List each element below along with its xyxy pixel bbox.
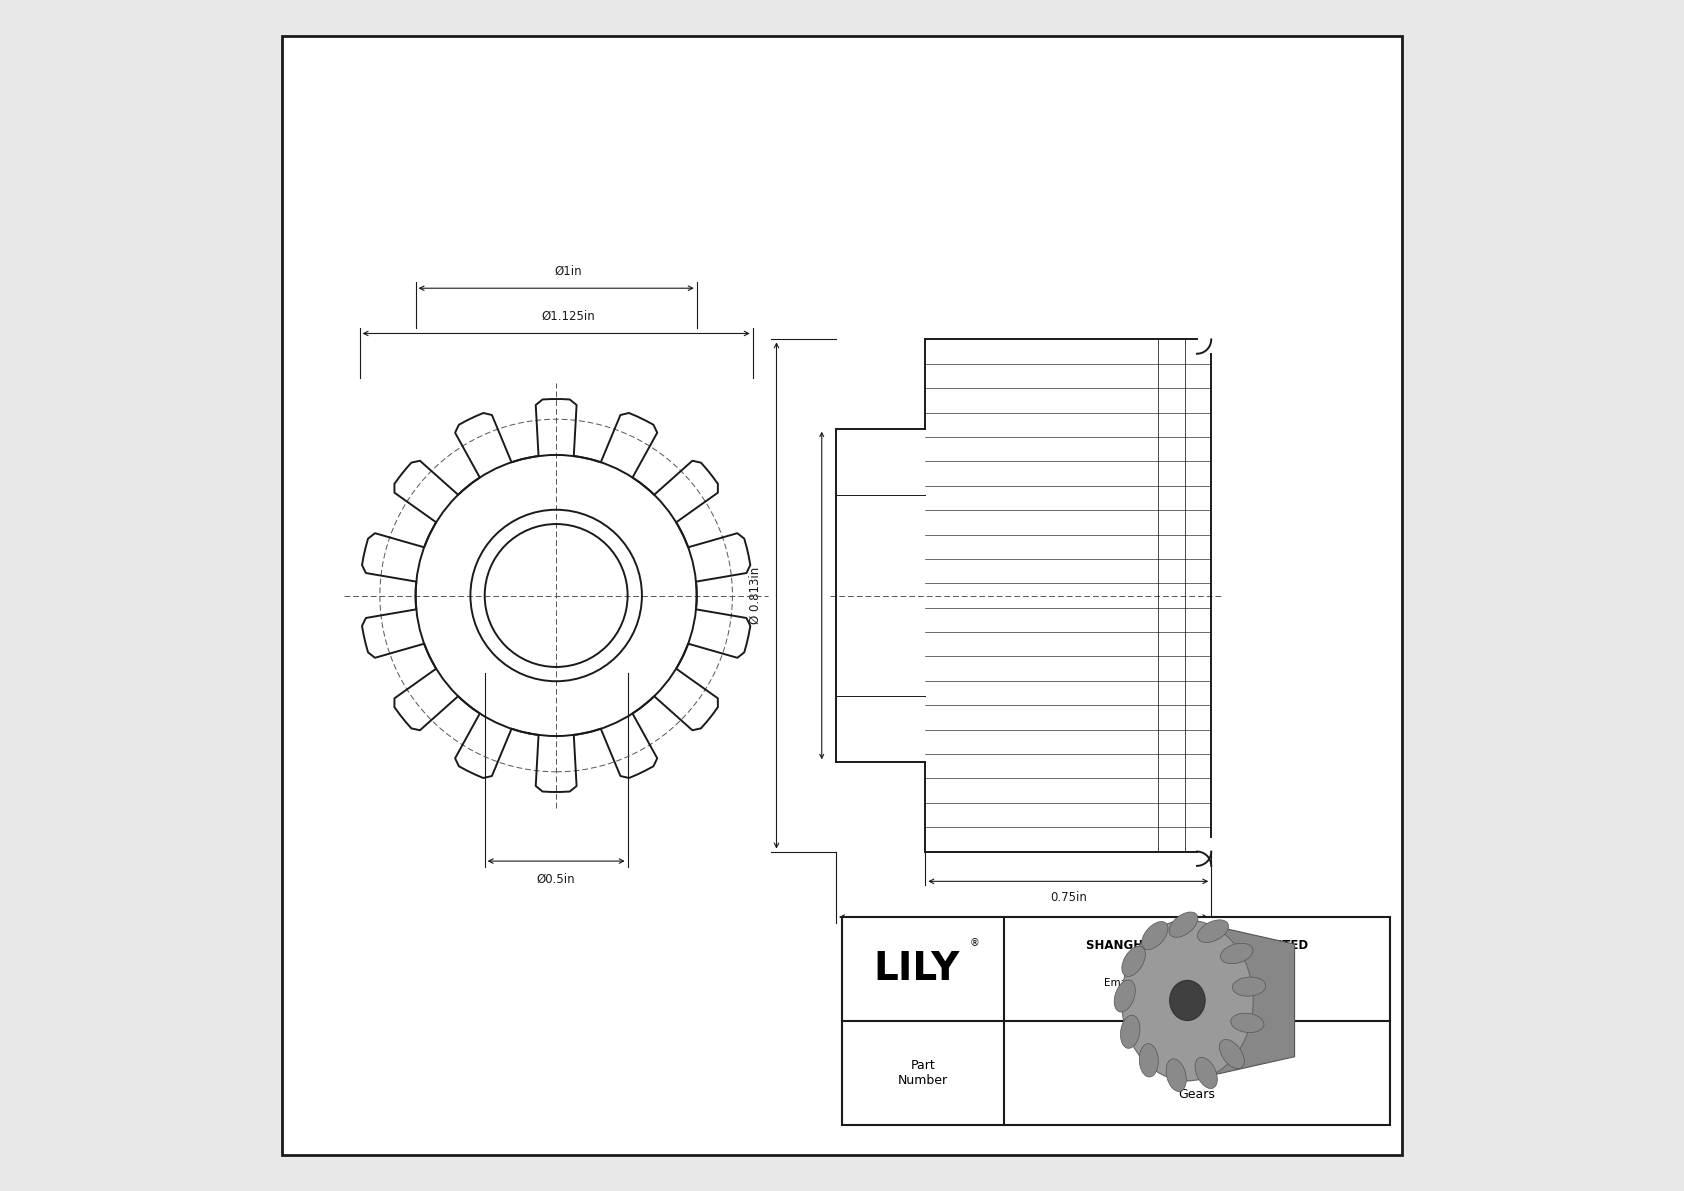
Ellipse shape [1142,922,1169,949]
Text: SHANGHAI LILY BEARING LIMITED: SHANGHAI LILY BEARING LIMITED [1086,939,1308,952]
Ellipse shape [1219,1040,1244,1068]
Text: Ø 0.813in: Ø 0.813in [749,567,763,624]
Text: 0.75in: 0.75in [1049,891,1086,904]
Ellipse shape [1165,1059,1186,1091]
Ellipse shape [1196,1058,1218,1089]
Text: Gears: Gears [1179,1089,1216,1102]
Ellipse shape [1197,919,1229,942]
Ellipse shape [1169,912,1197,937]
Ellipse shape [1115,980,1135,1012]
Ellipse shape [1140,1043,1159,1077]
Text: Ø1.125in: Ø1.125in [541,310,594,323]
Text: ®: ® [970,939,978,948]
Text: LILY: LILY [874,950,960,989]
Text: Ø1in: Ø1in [554,264,583,278]
Ellipse shape [1221,943,1253,964]
Ellipse shape [1120,1015,1140,1048]
Ellipse shape [1170,980,1206,1021]
Polygon shape [1187,919,1295,1081]
Ellipse shape [1231,1014,1265,1033]
Text: Email: lilybearing@lily-bearing.com: Email: lilybearing@lily-bearing.com [1105,979,1290,989]
Text: 1.25in: 1.25in [1005,928,1042,941]
Ellipse shape [1122,946,1145,977]
Text: FBHCTGD: FBHCTGD [1155,1048,1238,1064]
Text: Ø0.5in: Ø0.5in [537,873,576,886]
Ellipse shape [1233,977,1266,996]
Text: Part
Number: Part Number [898,1059,948,1087]
Bar [842,917,1389,1125]
Ellipse shape [1122,919,1253,1081]
